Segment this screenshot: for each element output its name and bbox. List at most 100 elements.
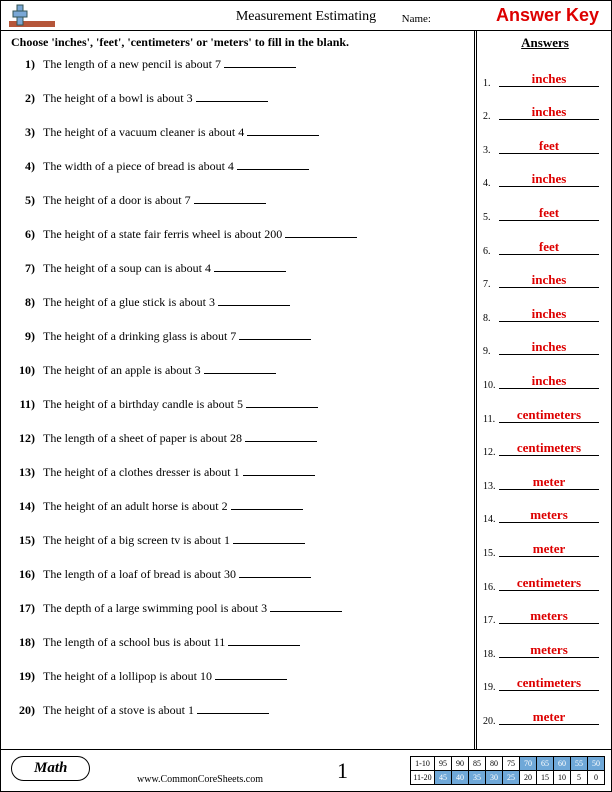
answer-line: meter bbox=[499, 473, 599, 490]
answer-value: feet bbox=[539, 239, 559, 255]
score-cell: 25 bbox=[503, 771, 520, 785]
answer-value: meters bbox=[530, 642, 568, 658]
blank-line[interactable] bbox=[224, 57, 296, 68]
score-cell: 30 bbox=[486, 771, 503, 785]
answer-item: 3.feet bbox=[487, 128, 603, 162]
question-text: The height of a door is about 7 bbox=[39, 193, 266, 208]
answer-number: 15. bbox=[483, 548, 496, 559]
blank-line[interactable] bbox=[218, 295, 290, 306]
answer-number: 16. bbox=[483, 582, 496, 593]
answer-item: 7.inches bbox=[487, 263, 603, 297]
answer-item: 19.centimeters bbox=[487, 666, 603, 700]
blank-line[interactable] bbox=[233, 533, 305, 544]
answer-value: feet bbox=[539, 138, 559, 154]
question-number: 18) bbox=[13, 635, 39, 650]
answer-line: inches bbox=[499, 338, 599, 355]
question-number: 14) bbox=[13, 499, 39, 514]
answer-line: feet bbox=[499, 137, 599, 154]
question-number: 8) bbox=[13, 295, 39, 310]
question-text: The height of a big screen tv is about 1 bbox=[39, 533, 305, 548]
question-text: The length of a loaf of bread is about 3… bbox=[39, 567, 311, 582]
question-number: 16) bbox=[13, 567, 39, 582]
score-cell: 45 bbox=[435, 771, 452, 785]
question-text: The height of a birthday candle is about… bbox=[39, 397, 318, 412]
score-cell: 10 bbox=[554, 771, 571, 785]
question-number: 17) bbox=[13, 601, 39, 616]
answer-value: meter bbox=[533, 541, 565, 557]
question-item: 8)The height of a glue stick is about 3 bbox=[13, 295, 461, 329]
question-text: The height of a vacuum cleaner is about … bbox=[39, 125, 319, 140]
answer-item: 1.inches bbox=[487, 61, 603, 95]
question-item: 18)The length of a school bus is about 1… bbox=[13, 635, 461, 669]
score-cell: 95 bbox=[435, 757, 452, 771]
score-cell: 70 bbox=[520, 757, 537, 771]
answer-number: 17. bbox=[483, 615, 496, 626]
answer-line: centimeters bbox=[499, 439, 599, 456]
answer-number: 3. bbox=[483, 145, 491, 156]
question-item: 19)The height of a lollipop is about 10 bbox=[13, 669, 461, 703]
answer-line: meter bbox=[499, 540, 599, 557]
answer-number: 8. bbox=[483, 313, 491, 324]
name-label: Name: bbox=[402, 13, 431, 25]
blank-line[interactable] bbox=[243, 465, 315, 476]
instructions: Choose 'inches', 'feet', 'centimeters' o… bbox=[11, 35, 349, 50]
column-divider bbox=[474, 31, 477, 749]
questions-list: 1)The length of a new pencil is about 7 … bbox=[13, 57, 461, 737]
blank-line[interactable] bbox=[231, 499, 303, 510]
blank-line[interactable] bbox=[246, 397, 318, 408]
score-cell: 20 bbox=[520, 771, 537, 785]
score-cell: 55 bbox=[571, 757, 588, 771]
score-table: 1-109590858075706560555011-2045403530252… bbox=[410, 756, 605, 785]
question-text: The height of a drinking glass is about … bbox=[39, 329, 311, 344]
header: Measurement Estimating Name: Answer Key bbox=[1, 1, 611, 31]
blank-line[interactable] bbox=[228, 635, 300, 646]
question-number: 12) bbox=[13, 431, 39, 446]
question-item: 6)The height of a state fair ferris whee… bbox=[13, 227, 461, 261]
question-number: 9) bbox=[13, 329, 39, 344]
answer-number: 12. bbox=[483, 447, 496, 458]
question-item: 1)The length of a new pencil is about 7 bbox=[13, 57, 461, 91]
question-number: 13) bbox=[13, 465, 39, 480]
answer-line: inches bbox=[499, 103, 599, 120]
score-row-label: 1-10 bbox=[411, 757, 435, 771]
blank-line[interactable] bbox=[215, 669, 287, 680]
answer-value: inches bbox=[532, 373, 567, 389]
answer-item: 8.inches bbox=[487, 296, 603, 330]
answer-value: feet bbox=[539, 205, 559, 221]
page-number: 1 bbox=[337, 758, 348, 784]
answer-line: centimeters bbox=[499, 674, 599, 691]
blank-line[interactable] bbox=[204, 363, 276, 374]
question-number: 6) bbox=[13, 227, 39, 242]
question-text: The height of an adult horse is about 2 bbox=[39, 499, 303, 514]
blank-line[interactable] bbox=[247, 125, 319, 136]
blank-line[interactable] bbox=[285, 227, 357, 238]
answer-item: 20.meter bbox=[487, 699, 603, 733]
answer-value: centimeters bbox=[517, 575, 581, 591]
blank-line[interactable] bbox=[245, 431, 317, 442]
blank-line[interactable] bbox=[237, 159, 309, 170]
blank-line[interactable] bbox=[270, 601, 342, 612]
score-cell: 35 bbox=[469, 771, 486, 785]
question-number: 19) bbox=[13, 669, 39, 684]
blank-line[interactable] bbox=[214, 261, 286, 272]
blank-line[interactable] bbox=[196, 91, 268, 102]
answer-item: 6.feet bbox=[487, 229, 603, 263]
answer-number: 2. bbox=[483, 111, 491, 122]
answer-line: feet bbox=[499, 238, 599, 255]
question-item: 4)The width of a piece of bread is about… bbox=[13, 159, 461, 193]
answer-line: centimeters bbox=[499, 406, 599, 423]
footer: Math www.CommonCoreSheets.com 1 1-109590… bbox=[1, 749, 611, 791]
body: Choose 'inches', 'feet', 'centimeters' o… bbox=[1, 31, 611, 749]
blank-line[interactable] bbox=[239, 567, 311, 578]
answer-line: meters bbox=[499, 607, 599, 624]
question-text: The height of a bowl is about 3 bbox=[39, 91, 268, 106]
answer-value: centimeters bbox=[517, 675, 581, 691]
blank-line[interactable] bbox=[239, 329, 311, 340]
answer-line: inches bbox=[499, 271, 599, 288]
blank-line[interactable] bbox=[197, 703, 269, 714]
answer-value: inches bbox=[532, 71, 567, 87]
answer-number: 10. bbox=[483, 380, 496, 391]
blank-line[interactable] bbox=[194, 193, 266, 204]
score-cell: 0 bbox=[588, 771, 605, 785]
answer-key-label: Answer Key bbox=[496, 5, 599, 26]
